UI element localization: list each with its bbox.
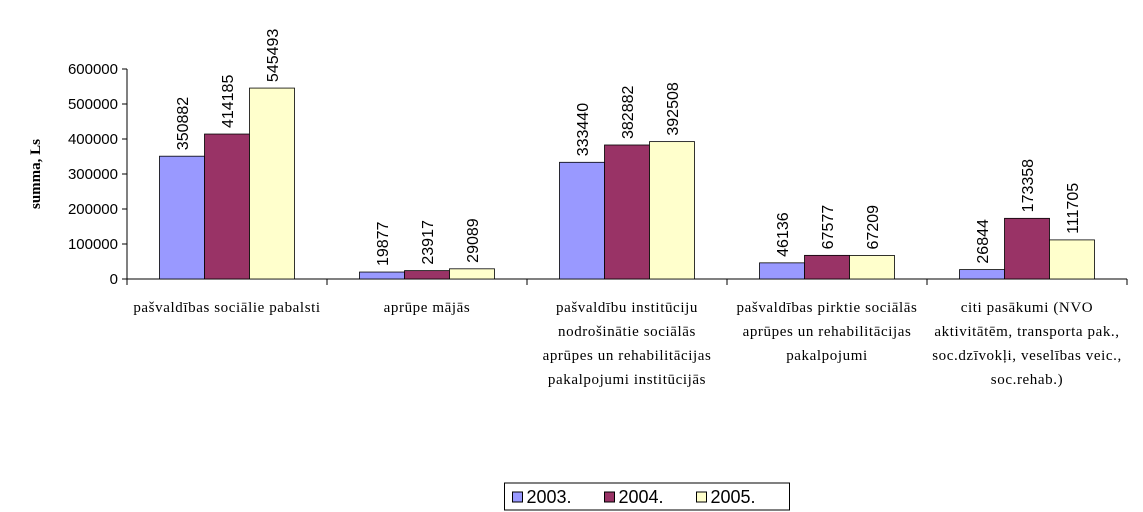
- y-tick-label: 600000: [68, 61, 118, 78]
- bar: [1004, 217, 1050, 280]
- legend-swatch: [604, 491, 615, 503]
- value-label: 46136: [775, 212, 792, 257]
- y-tick-label: 0: [110, 271, 118, 288]
- x-tick-label: pašvaldības pirktie sociālās aprūpes un …: [736, 300, 918, 364]
- value-label: 67577: [820, 205, 837, 250]
- bar: [604, 144, 650, 280]
- bar: [1049, 239, 1095, 280]
- bar: [804, 254, 850, 280]
- bar: [849, 255, 895, 280]
- bar: [249, 87, 295, 280]
- value-label: 19877: [375, 221, 392, 266]
- bar: [959, 269, 1005, 280]
- value-label: 333440: [575, 103, 592, 156]
- x-tick-label: pašvaldības sociālie pabalsti: [133, 300, 321, 316]
- value-label: 414185: [220, 75, 237, 128]
- y-tick-label: 200000: [68, 201, 118, 218]
- bar: [404, 270, 450, 280]
- legend-label: 2003.: [527, 487, 572, 507]
- bar: [359, 271, 405, 280]
- bar: [649, 141, 695, 280]
- y-tick-label: 300000: [68, 166, 118, 183]
- bar: [159, 155, 205, 280]
- bar: [449, 268, 495, 280]
- y-axis-label: summa, Ls: [28, 139, 44, 209]
- legend-label: 2004.: [619, 487, 664, 507]
- value-label: 382882: [620, 85, 637, 138]
- value-label: 173358: [1020, 159, 1037, 212]
- x-tick-label: pašvaldību institūciju nodrošinātie soci…: [542, 300, 712, 388]
- y-tick-label: 500000: [68, 96, 118, 113]
- value-label: 26844: [975, 219, 992, 264]
- value-label: 392508: [665, 82, 682, 135]
- legend: [504, 482, 790, 511]
- y-tick-label: 400000: [68, 131, 118, 148]
- legend-swatch: [696, 491, 707, 503]
- value-label: 29089: [465, 218, 482, 263]
- value-label: 350882: [175, 97, 192, 150]
- bar: [204, 133, 250, 280]
- value-label: 23917: [420, 220, 437, 265]
- legend-label: 2005.: [711, 487, 756, 507]
- bar: [759, 262, 805, 280]
- value-label: 111705: [1065, 183, 1082, 234]
- value-label: 67209: [865, 205, 882, 250]
- value-label: 545493: [265, 29, 282, 82]
- x-tick-label: aprūpe mājās: [383, 300, 471, 316]
- legend-swatch: [512, 491, 523, 503]
- bar: [559, 161, 605, 280]
- y-tick-label: 100000: [68, 236, 118, 253]
- x-tick-label: citi pasākumi (NVO aktivitātēm, transpor…: [932, 300, 1122, 388]
